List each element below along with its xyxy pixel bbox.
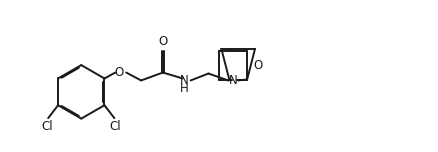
- Text: Cl: Cl: [110, 120, 121, 133]
- Text: H: H: [180, 82, 189, 95]
- Text: O: O: [115, 66, 124, 79]
- Text: O: O: [158, 35, 167, 48]
- Text: N: N: [180, 74, 189, 87]
- Text: O: O: [253, 59, 262, 72]
- Text: Cl: Cl: [41, 120, 53, 133]
- Text: N: N: [229, 74, 238, 87]
